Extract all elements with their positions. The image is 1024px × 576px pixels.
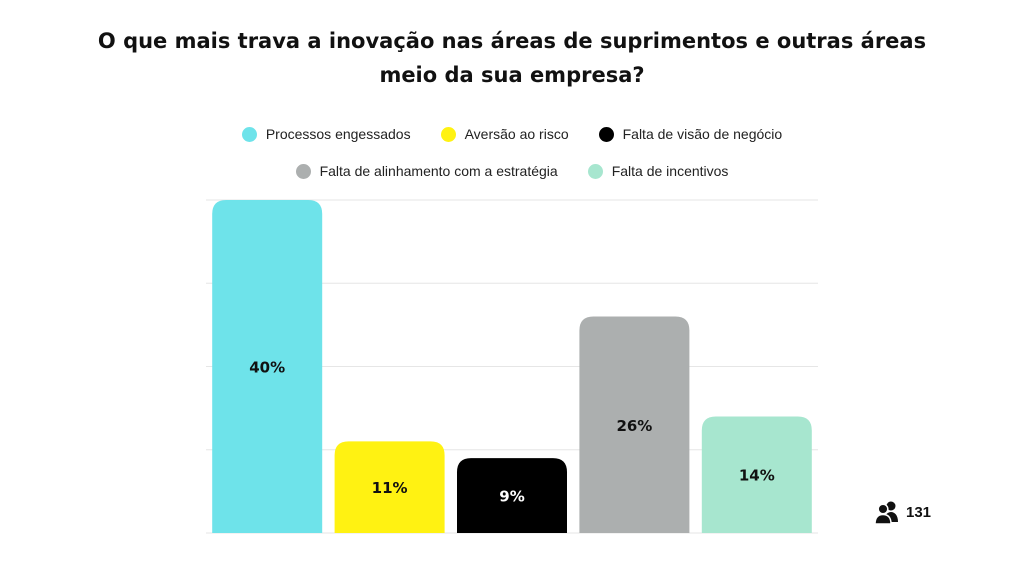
legend-label: Falta de incentivos [611, 163, 729, 179]
chart-title: O que mais trava a inovação nas áreas de… [97, 29, 927, 87]
bar[interactable] [212, 200, 323, 533]
legend-item-alinhamento[interactable]: Falta de alinhamento com a estratégia [295, 163, 558, 179]
legend-swatch [295, 163, 311, 179]
bar[interactable] [701, 416, 812, 533]
legend-row-2: Falta de alinhamento com a estratégia Fa… [0, 163, 1024, 179]
legend-item-aversao[interactable]: Aversão ao risco [440, 126, 569, 142]
bar-value-label: 40% [249, 359, 285, 377]
bar[interactable] [334, 441, 445, 533]
legend-item-visao[interactable]: Falta de visão de negócio [598, 126, 783, 142]
bar[interactable] [579, 316, 690, 533]
respondent-count: 131 [874, 500, 931, 524]
legend-item-processos[interactable]: Processos engessados [241, 126, 411, 142]
legend-swatch [598, 126, 614, 142]
legend-label: Processos engessados [265, 126, 411, 142]
legend-swatch [587, 163, 603, 179]
bar[interactable] [457, 458, 567, 533]
legend-swatch [241, 126, 257, 142]
bar-value-label: 11% [372, 479, 408, 497]
users-icon [874, 501, 898, 524]
legend-item-incentivos[interactable]: Falta de incentivos [587, 163, 729, 179]
legend-row-1: Processos engessados Aversão ao risco Fa… [0, 126, 1024, 142]
bar-value-label: 26% [616, 417, 652, 435]
bar-value-label: 14% [739, 467, 775, 485]
legend-label: Falta de visão de negócio [622, 126, 783, 142]
legend-label: Aversão ao risco [464, 126, 569, 142]
respondent-count-value: 131 [906, 503, 932, 521]
legend-label: Falta de alinhamento com a estratégia [319, 163, 558, 179]
bar-value-label: 9% [499, 488, 524, 506]
legend-swatch [440, 126, 456, 142]
